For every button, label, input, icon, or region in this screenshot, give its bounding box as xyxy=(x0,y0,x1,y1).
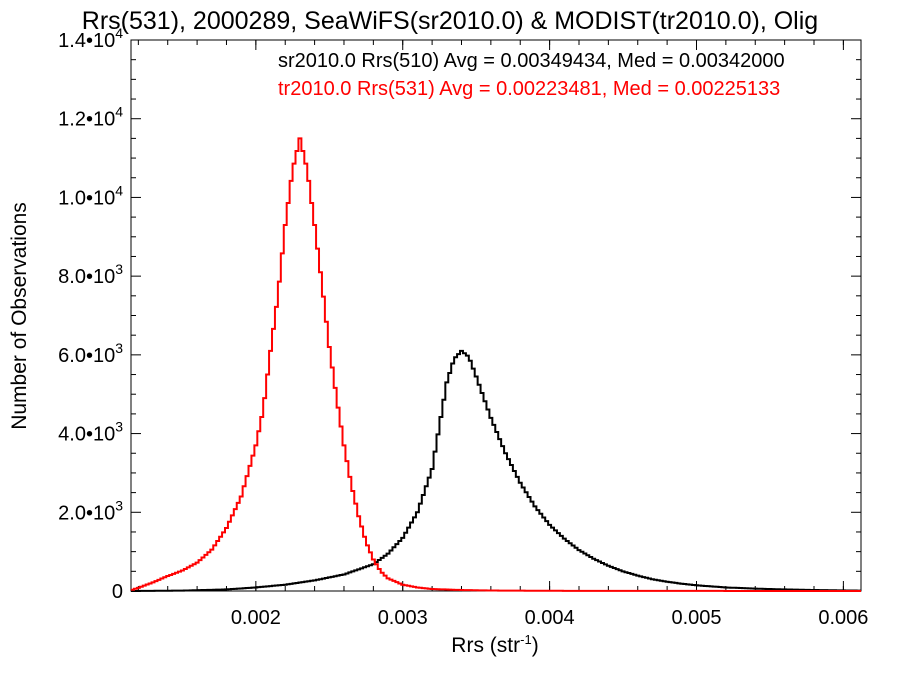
y-tick-label-exponent: 3 xyxy=(115,261,123,277)
y-tick-label-exponent: 3 xyxy=(115,340,123,356)
y-axis-ticks: 02.0•1034.0•1036.0•1038.0•1031.0•1041.2•… xyxy=(58,25,861,603)
x-axis-label-superscript: -1 xyxy=(520,632,532,647)
legend-entry-series-1: sr2010.0 Rrs(510) Avg = 0.00349434, Med … xyxy=(278,50,785,72)
y-tick-label: 1.0•104 xyxy=(58,182,123,209)
x-axis-label-close: ) xyxy=(532,634,539,657)
x-tick-label: 0.005 xyxy=(671,607,721,629)
chart-title: Rrs(531), 2000289, SeaWiFS(sr2010.0) & M… xyxy=(82,7,818,35)
x-tick-label: 0.002 xyxy=(231,607,281,629)
x-axis-ticks: 0.002 0.003 0.004 0.005 0.006 xyxy=(137,40,868,629)
y-tick-label-exponent: 4 xyxy=(115,182,123,198)
y-tick-label: 6.0•103 xyxy=(58,340,123,367)
y-tick-label-mantissa: 1.2•10 xyxy=(58,109,115,131)
x-tick-label: 0.006 xyxy=(818,607,868,629)
y-tick-label: 1.2•104 xyxy=(58,104,123,131)
plot-frame xyxy=(130,39,862,592)
y-tick-label: 0 xyxy=(112,581,123,603)
y-tick-label-mantissa: 2.0•10 xyxy=(58,502,115,524)
y-tick-label: 8.0•103 xyxy=(58,261,123,288)
y-axis-label: Number of Observations xyxy=(8,202,31,430)
y-tick-label-mantissa: 6.0•10 xyxy=(58,345,115,367)
y-tick-label-mantissa: 1.0•10 xyxy=(58,187,115,209)
legend: sr2010.0 Rrs(510) Avg = 0.00349434, Med … xyxy=(278,50,785,100)
y-tick-label-mantissa: 1.4•10 xyxy=(58,30,115,52)
histogram-series-1 xyxy=(131,349,861,592)
y-tick-label: 2.0•103 xyxy=(58,497,123,524)
y-tick-label: 1.4•104 xyxy=(58,25,123,52)
y-tick-label-exponent: 3 xyxy=(115,419,123,435)
x-axis-label-main: Rrs (str xyxy=(451,634,520,657)
y-tick-label-mantissa: 4.0•10 xyxy=(58,424,115,446)
y-tick-label-mantissa: 8.0•10 xyxy=(58,266,115,288)
y-tick-label-mantissa: 0 xyxy=(112,581,123,603)
histogram-series-2 xyxy=(131,137,861,592)
x-axis-label: Rrs (str-1) xyxy=(451,632,538,657)
x-tick-label: 0.004 xyxy=(525,607,575,629)
y-tick-label-exponent: 3 xyxy=(115,497,123,513)
legend-entry-series-2: tr2010.0 Rrs(531) Avg = 0.00223481, Med … xyxy=(278,78,780,100)
x-tick-label: 0.003 xyxy=(378,607,428,629)
series-layer xyxy=(131,137,861,592)
y-tick-label-exponent: 4 xyxy=(115,25,123,41)
y-tick-label: 4.0•103 xyxy=(58,419,123,446)
y-tick-label-exponent: 4 xyxy=(115,104,123,120)
